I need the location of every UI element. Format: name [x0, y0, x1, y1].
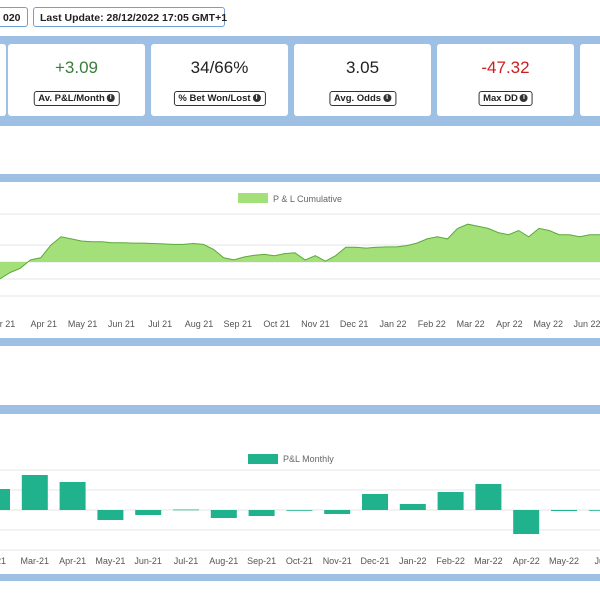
monthly-bar[interactable] [362, 494, 388, 510]
monthly-chart: b-21 Mar-21 Apr-21 May-21 Jun-21 Jul-21 Aug-21… [0, 454, 600, 566]
stat-card-avg-pl-month: +3.09 Av. P&L/Month i [8, 44, 145, 116]
x-tick-label: Nov 21 [301, 319, 330, 329]
last-update-tag: Last Update: 28/12/2022 17:05 GMT+1 [33, 7, 227, 27]
x-tick-label: Apr 22 [496, 319, 523, 329]
x-tick-label: Jul 21 [148, 319, 172, 329]
x-tick-label: ar 21 [0, 319, 15, 329]
stat-label-button[interactable]: Av. P&L/Month i [33, 91, 120, 106]
stat-card-partial [580, 44, 600, 116]
stat-value: +3.09 [54, 58, 98, 77]
monthly-bar[interactable] [588, 510, 600, 511]
stat-label: Avg. Odds [333, 93, 382, 104]
legend-label-cumulative[interactable]: P & L Cumulative [273, 194, 342, 204]
info-icon: i [106, 94, 115, 103]
stat-label: Av. P&L/Month [38, 93, 105, 104]
x-tick-label: Jun-21 [134, 556, 162, 566]
monthly-bar[interactable] [551, 510, 577, 511]
x-tick-label: Jun 22 [573, 319, 600, 329]
x-tick-label: May 21 [68, 319, 98, 329]
x-tick-label: May-21 [95, 556, 125, 566]
legend-label-monthly[interactable]: P&L Monthly [283, 454, 334, 464]
x-tick-label: Mar-22 [474, 556, 503, 566]
stat-label: Max DD [483, 93, 518, 104]
cumulative-line [0, 223, 600, 280]
period-tag: 020 [0, 7, 28, 27]
stat-label: % Bet Won/Lost [178, 93, 251, 104]
x-tick-label: Dec-21 [360, 556, 389, 566]
stat-label-button[interactable]: % Bet Won/Lost i [173, 91, 266, 106]
monthly-bar[interactable] [324, 510, 351, 514]
monthly-bar[interactable] [513, 510, 540, 534]
monthly-bar[interactable] [248, 510, 275, 516]
x-tick-label: Mar-21 [21, 556, 50, 566]
monthly-bar[interactable] [97, 510, 124, 520]
stat-value: -47.32 [481, 58, 530, 77]
x-tick-label: Aug-21 [209, 556, 238, 566]
x-tick-label: Nov-21 [323, 556, 352, 566]
x-tick-label: May-22 [549, 556, 579, 566]
x-tick-label: b-21 [0, 556, 6, 566]
stat-card-avg-odds: 3.05 Avg. Odds i [294, 44, 431, 116]
stat-card-partial [0, 44, 6, 116]
monthly-bar[interactable] [59, 482, 86, 510]
stat-label-button[interactable]: Avg. Odds i [328, 91, 397, 106]
stat-card-max-dd: -47.32 Max DD i [437, 44, 574, 116]
x-tick-label: Sep-21 [247, 556, 276, 566]
info-icon: i [252, 94, 261, 103]
legend-swatch-monthly[interactable] [248, 454, 278, 464]
monthly-bar[interactable] [399, 504, 426, 510]
monthly-bar[interactable] [135, 510, 162, 515]
stat-value: 34/66% [190, 58, 249, 77]
x-tick-label: Oct-21 [286, 556, 313, 566]
legend-swatch-cumulative[interactable] [238, 193, 268, 203]
monthly-bar[interactable] [210, 510, 237, 518]
x-tick-label: Jul-21 [174, 556, 199, 566]
x-tick-label: Apr-22 [513, 556, 540, 566]
x-tick-label: Feb 22 [418, 319, 446, 329]
cumulative-area [0, 224, 600, 279]
cumulative-chart: ar 21 Apr 21 May 21 Jun 21 Jul 21 Aug 21 Sep 2… [0, 193, 600, 329]
monthly-bar[interactable] [173, 509, 199, 511]
x-tick-label: Apr-21 [59, 556, 86, 566]
info-icon: i [519, 94, 528, 103]
monthly-bar[interactable] [21, 475, 48, 510]
x-tick-label: Jun 21 [108, 319, 135, 329]
monthly-chart-panel: b-21 Mar-21 Apr-21 May-21 Jun-21 Jul-21 Aug-21… [0, 414, 600, 574]
monthly-bar[interactable] [475, 484, 502, 510]
stat-label-button[interactable]: Max DD i [478, 91, 533, 106]
x-tick-label: May 22 [533, 319, 563, 329]
x-tick-label: Jan 22 [379, 319, 406, 329]
x-tick-label: Sep 21 [224, 319, 253, 329]
x-tick-label: Jun [595, 556, 600, 566]
x-tick-label: Aug 21 [185, 319, 214, 329]
x-tick-label: Dec 21 [340, 319, 369, 329]
monthly-bar[interactable] [437, 492, 464, 510]
monthly-bar[interactable] [286, 510, 313, 511]
x-tick-label: Jan-22 [399, 556, 427, 566]
info-icon: i [383, 94, 392, 103]
stat-card-bet-won-lost: 34/66% % Bet Won/Lost i [151, 44, 288, 116]
x-tick-label: Mar 22 [457, 319, 485, 329]
x-tick-label: Apr 21 [31, 319, 58, 329]
monthly-bar[interactable] [0, 489, 10, 510]
cumulative-chart-panel: ar 21 Apr 21 May 21 Jun 21 Jul 21 Aug 21 Sep 2… [0, 182, 600, 338]
x-tick-label: Feb-22 [436, 556, 465, 566]
x-tick-label: Oct 21 [263, 319, 290, 329]
stat-value: 3.05 [345, 58, 380, 77]
